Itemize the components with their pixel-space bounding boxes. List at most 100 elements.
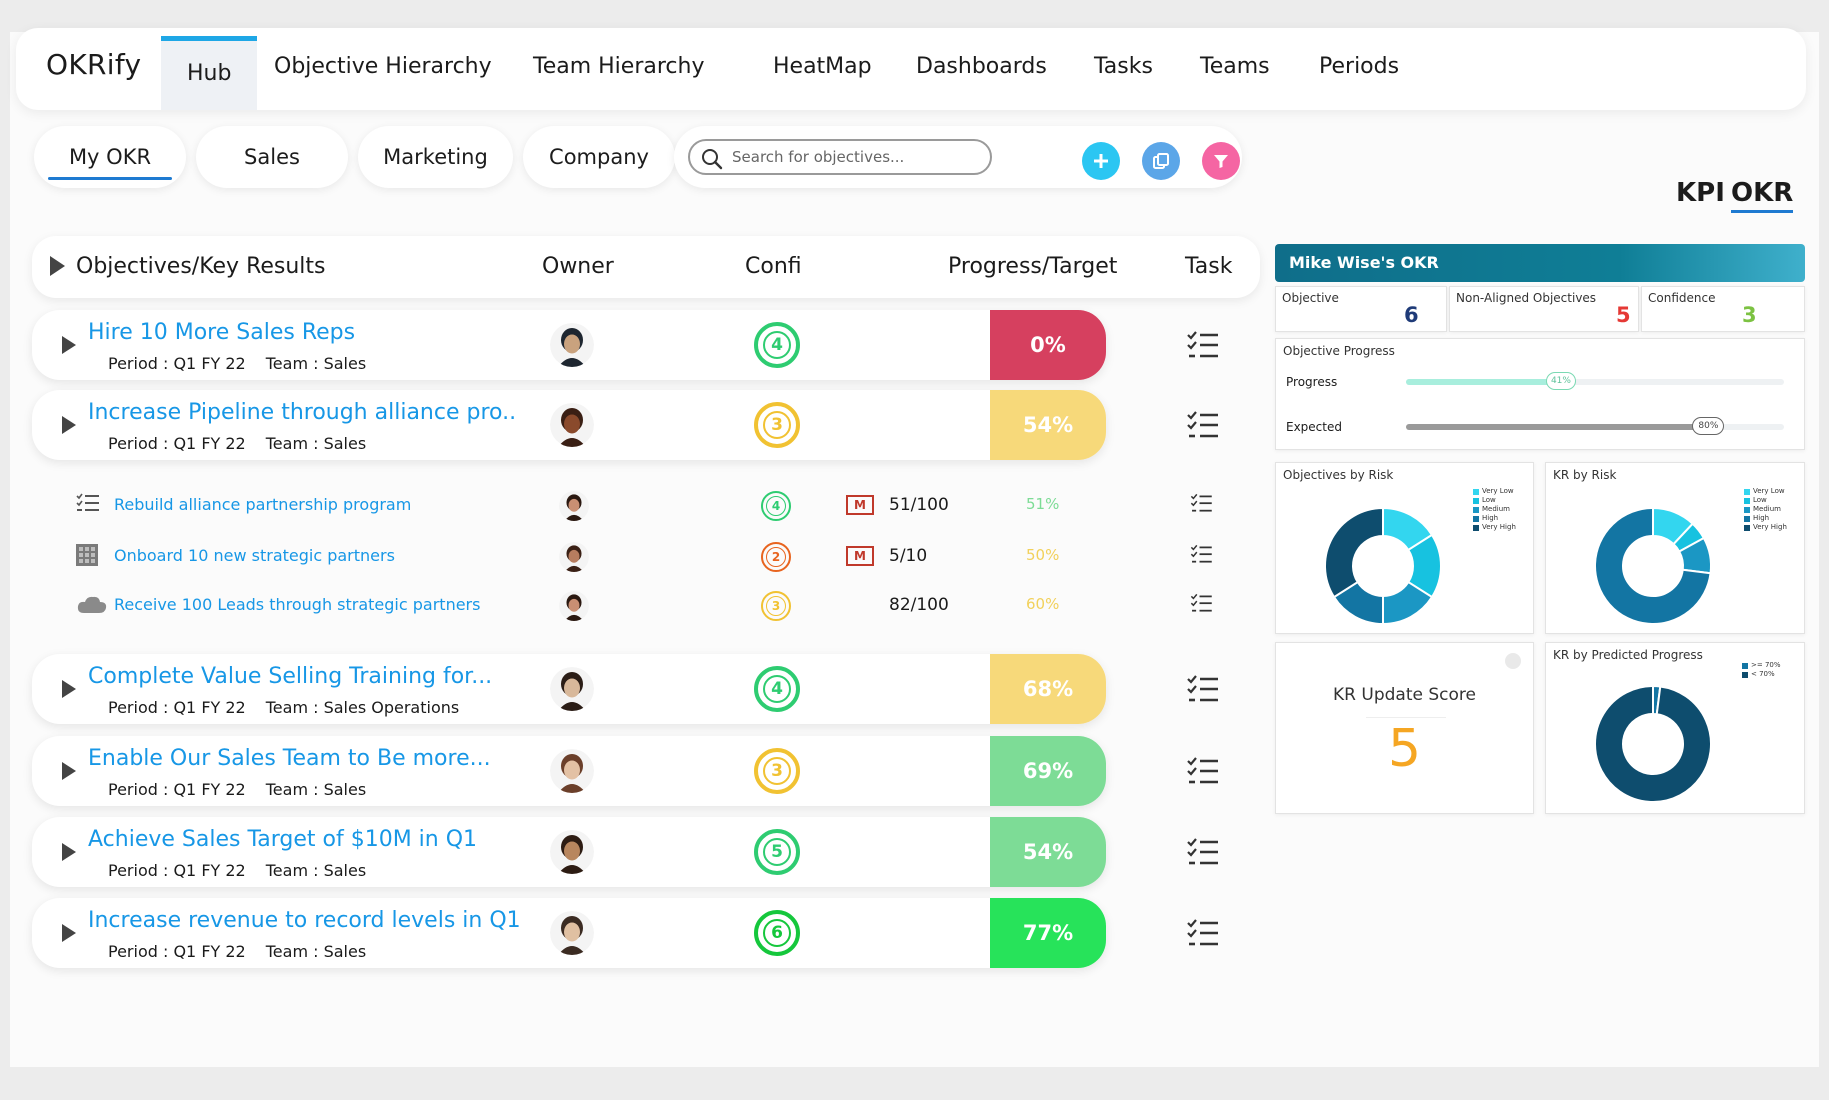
objective-title[interactable]: Hire 10 More Sales Reps — [88, 320, 356, 345]
card-title: Objective Progress — [1283, 344, 1395, 358]
objective-row[interactable]: Hire 10 More Sales Reps Period : Q1 FY 2… — [32, 310, 1218, 380]
search-input[interactable]: Search for objectives... — [688, 139, 992, 175]
expand-row-icon[interactable] — [62, 843, 76, 861]
key-result-row[interactable]: Rebuild alliance partnership program 4 M… — [76, 487, 1256, 527]
key-result-row[interactable]: Receive 100 Leads through strategic part… — [76, 587, 1256, 627]
task-button[interactable] — [1186, 330, 1220, 364]
objective-meta: Period : Q1 FY 22 Team : Sales — [108, 861, 386, 880]
objective-title[interactable]: Enable Our Sales Team to Be more... — [88, 746, 491, 771]
header-confidence: Confi — [745, 254, 802, 279]
objective-team: Team : Sales — [265, 354, 367, 373]
filter-button[interactable] — [1202, 142, 1240, 180]
nav-tab-hub[interactable]: Hub — [161, 36, 258, 110]
objective-row[interactable]: Increase revenue to record levels in Q1 … — [32, 898, 1218, 968]
objective-meta: Period : Q1 FY 22 Team : Sales — [108, 434, 386, 453]
expand-row-icon[interactable] — [62, 924, 76, 942]
objective-title[interactable]: Increase Pipeline through alliance pro.. — [88, 400, 517, 425]
copy-button[interactable] — [1142, 142, 1180, 180]
nav-tab-teams[interactable]: Teams — [1200, 54, 1270, 79]
nav-tab-team-hierarchy[interactable]: Team Hierarchy — [533, 54, 705, 79]
header-task: Task — [1185, 254, 1233, 279]
add-objective-button[interactable] — [1082, 142, 1120, 180]
task-button[interactable] — [1186, 674, 1220, 708]
owner-avatar[interactable] — [550, 911, 594, 955]
task-button[interactable] — [1190, 493, 1213, 517]
key-result-progress: 60% — [1026, 595, 1060, 613]
task-list-icon — [1187, 411, 1218, 438]
owner-avatar[interactable] — [559, 591, 589, 621]
key-result-row[interactable]: Onboard 10 new strategic partners 2 M 5/… — [76, 538, 1256, 578]
expand-row-icon[interactable] — [62, 762, 76, 780]
owner-avatar[interactable] — [550, 667, 594, 711]
nav-tab-dashboards[interactable]: Dashboards — [916, 54, 1047, 79]
active-tab-underline — [48, 177, 172, 180]
donut-slice — [1324, 506, 1384, 599]
task-button[interactable] — [1186, 756, 1220, 790]
task-button[interactable] — [1190, 593, 1213, 617]
task-list-icon — [1187, 919, 1218, 946]
search-placeholder: Search for objectives... — [732, 148, 905, 166]
owner-avatar[interactable] — [550, 830, 594, 874]
legend-item: Very High — [1744, 523, 1787, 532]
avatar-image — [559, 542, 589, 572]
objective-progress-card: Objective Progress Progress 41% Expected… — [1275, 338, 1805, 450]
filter-tab-company[interactable]: Company — [523, 126, 675, 188]
owner-avatar[interactable] — [550, 749, 594, 793]
confidence-value: 2 — [766, 547, 786, 567]
confidence-badge: 3 — [754, 748, 800, 794]
nav-tab-heatmap[interactable]: HeatMap — [773, 54, 872, 79]
objective-meta: Period : Q1 FY 22 Team : Sales — [108, 780, 386, 799]
task-button[interactable] — [1186, 410, 1220, 444]
okr-toggle[interactable]: OKR — [1731, 178, 1794, 213]
expand-row-icon[interactable] — [62, 680, 76, 698]
header-owner: Owner — [542, 254, 614, 279]
objective-meta: Period : Q1 FY 22 Team : Sales — [108, 354, 386, 373]
expand-row-icon[interactable] — [62, 336, 76, 354]
nav-tab-objective-hierarchy[interactable]: Objective Hierarchy — [274, 54, 492, 79]
owner-avatar[interactable] — [550, 403, 594, 447]
objective-team: Team : Sales — [265, 942, 367, 961]
avatar-image — [550, 911, 594, 955]
kr-update-score-title: KR Update Score — [1333, 685, 1476, 705]
expand-all-icon[interactable] — [50, 256, 65, 276]
info-icon[interactable] — [1505, 653, 1521, 669]
donut-slice — [1594, 684, 1712, 803]
key-result-progress: 51% — [1026, 495, 1060, 513]
filter-tab-my-okr[interactable]: My OKR — [34, 126, 186, 188]
task-button[interactable] — [1186, 837, 1220, 871]
expand-row-icon[interactable] — [62, 416, 76, 434]
key-result-title[interactable]: Receive 100 Leads through strategic part… — [114, 595, 481, 614]
avatar-image — [550, 667, 594, 711]
kpi-toggle[interactable]: KPI — [1676, 178, 1725, 208]
search-icon — [702, 149, 723, 170]
filter-tab-marketing[interactable]: Marketing — [358, 126, 513, 188]
task-list-icon — [1190, 593, 1212, 612]
objective-row[interactable]: Achieve Sales Target of $10M in Q1 Perio… — [32, 817, 1218, 887]
confidence-value: 5 — [763, 838, 791, 866]
objective-title[interactable]: Increase revenue to record levels in Q1 — [88, 908, 521, 933]
key-result-title[interactable]: Onboard 10 new strategic partners — [114, 546, 395, 565]
confidence-value: 4 — [763, 675, 791, 703]
objective-title[interactable]: Complete Value Selling Training for... — [88, 664, 493, 689]
owner-avatar[interactable] — [550, 323, 594, 367]
objective-row[interactable]: Increase Pipeline through alliance pro..… — [32, 390, 1218, 460]
nav-tab-tasks[interactable]: Tasks — [1094, 54, 1153, 79]
objective-row[interactable]: Enable Our Sales Team to Be more... Peri… — [32, 736, 1218, 806]
expected-value-chip: 80% — [1692, 417, 1725, 435]
owner-avatar[interactable] — [559, 542, 589, 572]
objective-team: Team : Sales — [265, 780, 367, 799]
objective-title[interactable]: Achieve Sales Target of $10M in Q1 — [88, 827, 478, 852]
filter-tab-sales[interactable]: Sales — [196, 126, 348, 188]
task-button[interactable] — [1186, 918, 1220, 952]
app-logo: OKRify — [46, 48, 142, 81]
objective-meta: Period : Q1 FY 22 Team : Sales Operations — [108, 698, 479, 717]
legend-item: Medium — [1473, 505, 1516, 514]
objective-row[interactable]: Complete Value Selling Training for... P… — [32, 654, 1218, 724]
nav-tab-periods[interactable]: Periods — [1319, 54, 1400, 79]
owner-avatar[interactable] — [559, 491, 589, 521]
divider — [1366, 717, 1446, 718]
task-button[interactable] — [1190, 544, 1213, 568]
avatar-image — [550, 749, 594, 793]
key-result-title[interactable]: Rebuild alliance partnership program — [114, 495, 412, 514]
objectives-by-risk-donut — [1324, 506, 1442, 626]
